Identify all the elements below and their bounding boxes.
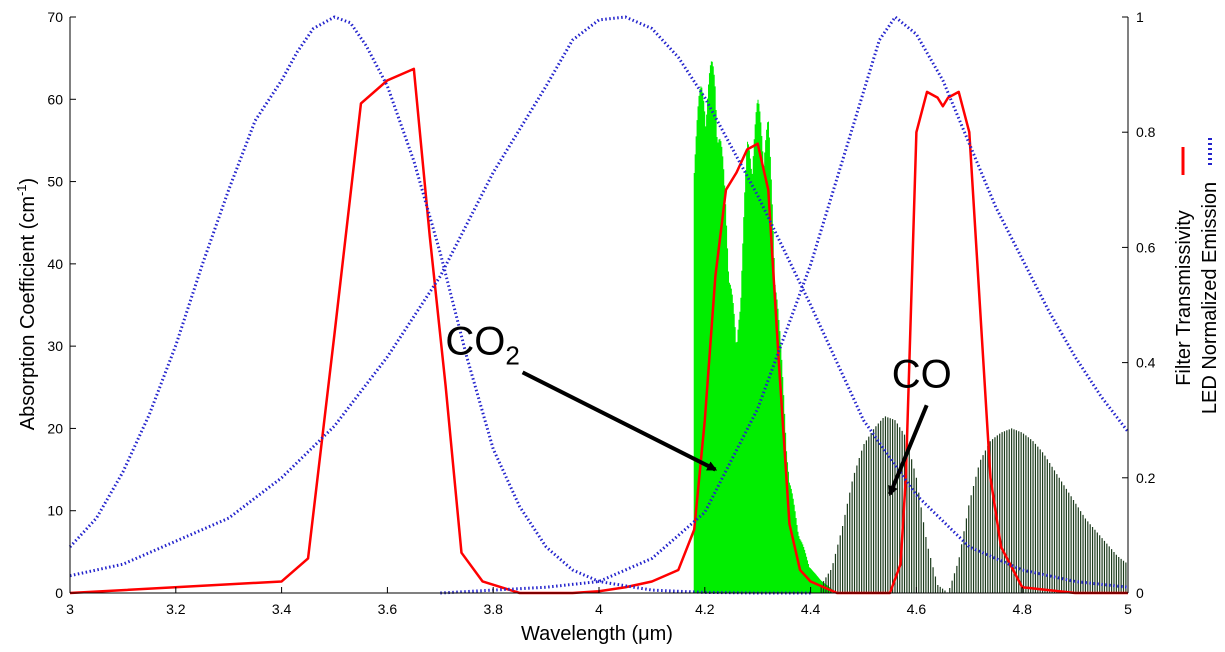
y-left-tick-label-7: 70: [47, 9, 63, 25]
annotation-subscript-0: 2: [505, 340, 519, 370]
annotation-text-0: CO: [445, 319, 505, 363]
x-tick-label-8: 4.6: [907, 601, 927, 617]
y-right-tick-label-1: 0.2: [1136, 470, 1156, 486]
y-axis-right-label-led: LED Normalized Emission: [1199, 182, 1221, 414]
x-axis-label: Wavelength (μm): [521, 623, 673, 645]
x-tick-label-10: 5: [1124, 601, 1132, 617]
y-right-tick-label-2: 0.4: [1136, 355, 1156, 371]
y-left-tick-label-5: 50: [47, 174, 63, 190]
y-left-tick-label-2: 20: [47, 420, 63, 436]
y-left-tick-label-3: 30: [47, 338, 63, 354]
x-tick-label-1: 3.2: [166, 601, 186, 617]
series-co2-4: [693, 61, 832, 593]
axis-labels-layer: Wavelength (μm) Absorption Coefficient (…: [14, 135, 1221, 645]
co-absorption-layer: [820, 416, 1127, 593]
series-co-5: [820, 416, 1127, 593]
annotations-layer: CO2 CO: [445, 319, 952, 497]
series-lines-layer: [68, 15, 1130, 595]
annotation-arrow-1: [888, 404, 929, 497]
x-tick-label-5: 4: [595, 601, 603, 617]
series-led-line-2: [69, 15, 1129, 589]
y-right-tick-label-0: 0: [1136, 585, 1144, 601]
y-axis-right-label-filter: Filter Transmissivity: [1173, 210, 1195, 386]
x-tick-label-6: 4.2: [695, 601, 715, 617]
y-right-tick-label-3: 0.6: [1136, 239, 1156, 255]
series-co2-base-4: [694, 560, 832, 593]
x-tick-label-0: 3: [66, 601, 74, 617]
series-filter-line-0: [69, 67, 1128, 595]
x-tick-label-2: 3.4: [272, 601, 292, 617]
y-axis-left-label: Absorption Coefficient (cm-1): [14, 178, 39, 430]
axes-layer: 3 3.2 3.4 3.6 3.8 4 4.2 4.4 4.6 4.8 50102030405060…: [47, 9, 1155, 617]
y-axis-right-labels: Filter Transmissivity LED Normalized Emi…: [1173, 135, 1221, 414]
annotation-text-1: CO: [892, 352, 952, 396]
annotation-label-0: CO2: [445, 319, 519, 370]
y-left-tick-label-4: 40: [47, 256, 63, 272]
x-tick-label-7: 4.4: [801, 601, 821, 617]
annotation-label-1: CO: [892, 352, 952, 396]
series-led-line-3: [440, 15, 1130, 595]
y-right-tick-label-4: 0.8: [1136, 124, 1156, 140]
y-left-tick-label-0: 0: [55, 585, 63, 601]
x-tick-label-4: 3.8: [483, 601, 503, 617]
y-right-tick-label-5: 1: [1136, 9, 1144, 25]
co2-absorption-layer: [693, 61, 832, 593]
annotation-arrow-0: [521, 370, 718, 472]
y-left-tick-label-6: 60: [47, 91, 63, 107]
x-tick-label-3: 3.6: [378, 601, 398, 617]
x-tick-label-9: 4.8: [1012, 601, 1032, 617]
y-left-tick-label-1: 10: [47, 503, 63, 519]
